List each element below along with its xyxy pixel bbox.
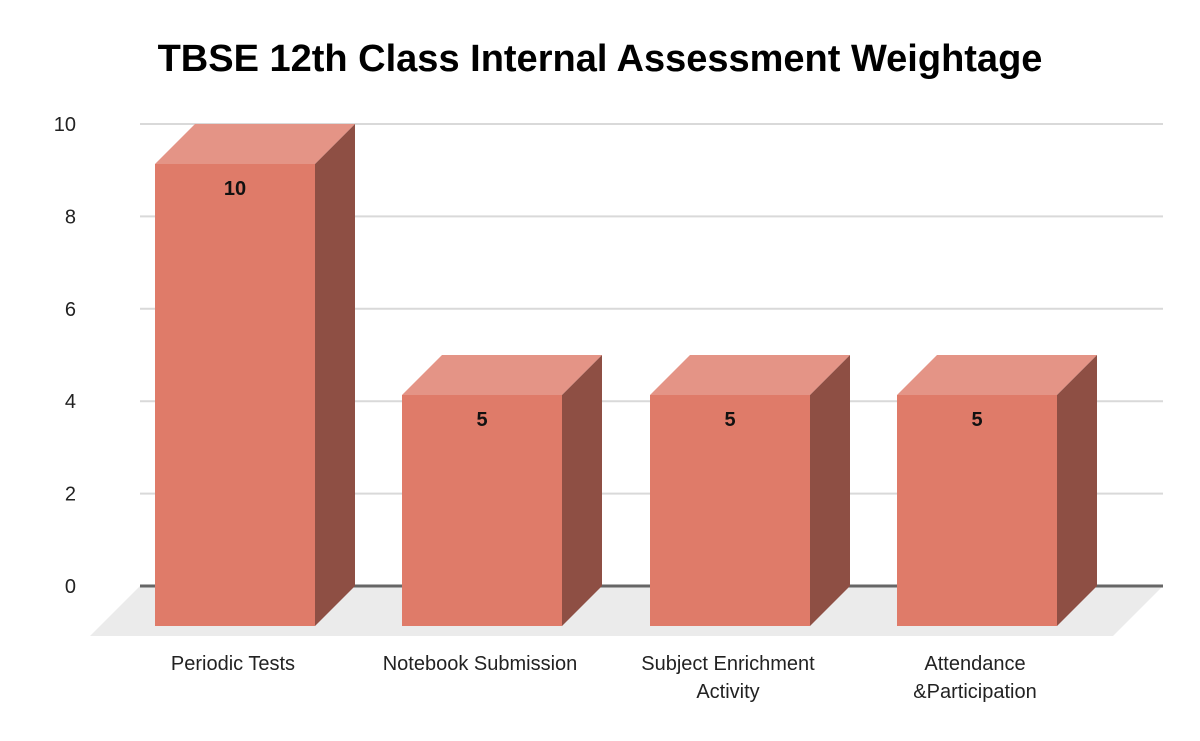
- y-tick-label: 8: [65, 206, 76, 228]
- bar-front-face: [402, 395, 562, 626]
- bar-front-face: [650, 395, 810, 626]
- data-label: 10: [224, 178, 246, 200]
- x-category-label: Activity: [696, 681, 759, 703]
- bar-top-face: [155, 124, 355, 164]
- chart-title: TBSE 12th Class Internal Assessment Weig…: [157, 38, 1043, 80]
- x-category-label: Notebook Submission: [383, 653, 578, 675]
- bar-side-face: [562, 355, 602, 626]
- x-category-label: &Participation: [913, 681, 1036, 703]
- bar-side-face: [810, 355, 850, 626]
- bar-front-face: [897, 395, 1057, 626]
- bar: 5: [402, 355, 602, 626]
- bar-front-face: [155, 164, 315, 626]
- bar-side-face: [1057, 355, 1097, 626]
- x-category-label: Subject Enrichment: [641, 653, 815, 675]
- bar: 5: [650, 355, 850, 626]
- floor-plane: [90, 586, 1163, 636]
- bar: 10: [155, 124, 355, 626]
- bars: 10 5 5 5: [155, 124, 1097, 626]
- chart-floor: [90, 586, 1163, 636]
- bar: 5: [897, 355, 1097, 626]
- x-axis: Periodic Tests Notebook Submission Subject…: [171, 653, 1037, 703]
- data-label: 5: [724, 409, 735, 431]
- bar-top-face: [650, 355, 850, 395]
- data-label: 5: [971, 409, 982, 431]
- y-tick-label: 10: [54, 114, 76, 136]
- bar-top-face: [897, 355, 1097, 395]
- data-label: 5: [476, 409, 487, 431]
- y-tick-label: 6: [65, 299, 76, 321]
- bar-top-face: [402, 355, 602, 395]
- y-tick-label: 4: [65, 391, 76, 413]
- bar-side-face: [315, 124, 355, 626]
- x-category-label: Periodic Tests: [171, 653, 295, 675]
- y-axis: 0 2 4 6 8 10: [54, 114, 76, 598]
- y-tick-label: 2: [65, 484, 76, 506]
- x-category-label: Attendance: [924, 653, 1025, 675]
- y-tick-label: 0: [65, 576, 76, 598]
